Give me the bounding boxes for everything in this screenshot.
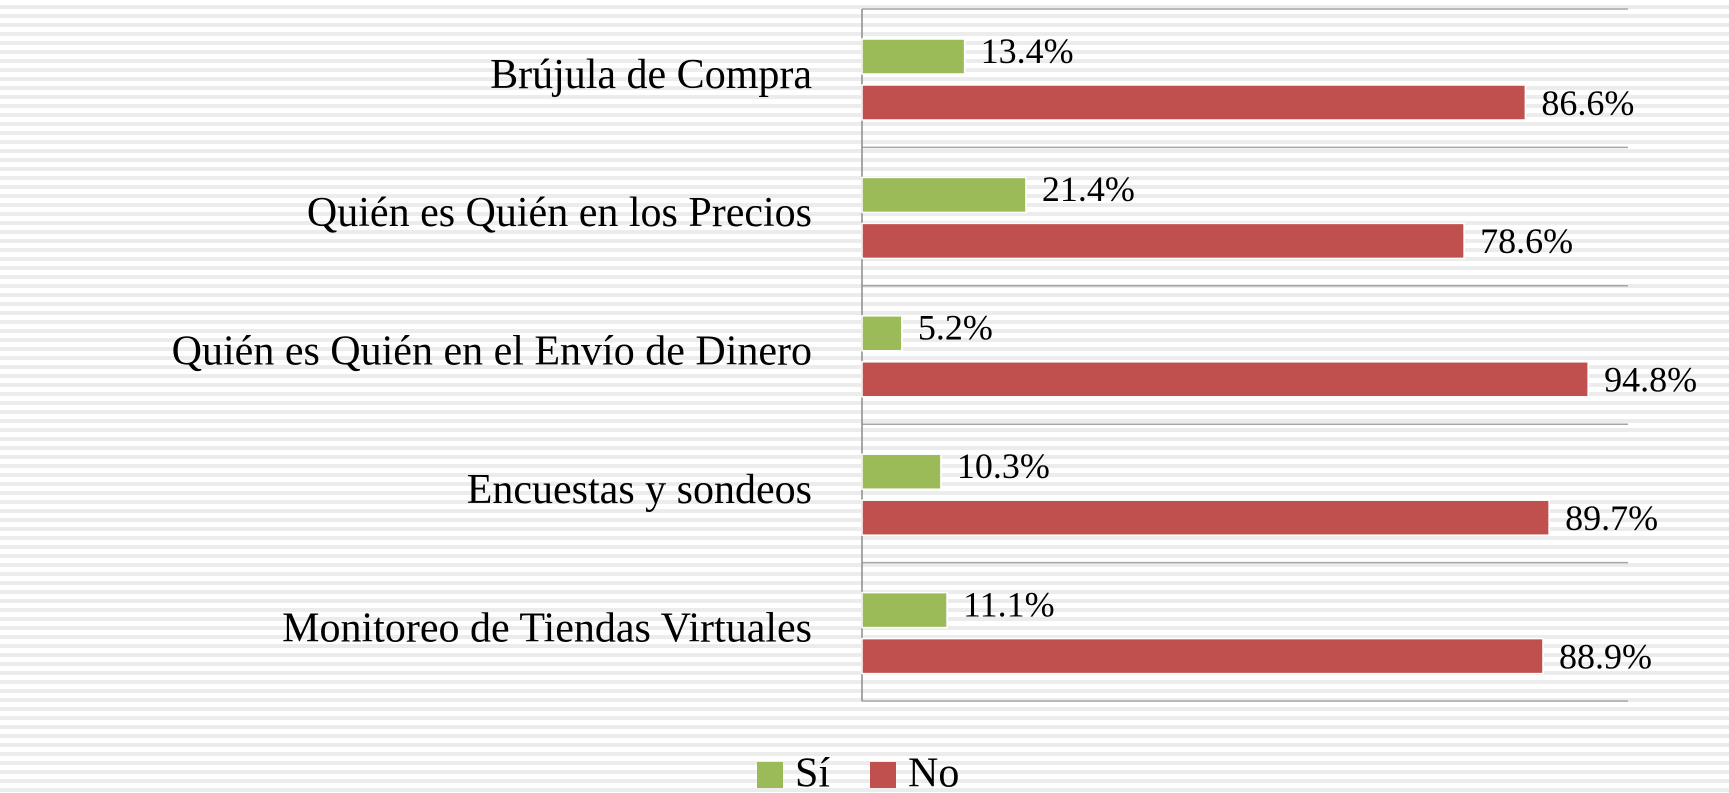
data-label: 86.6%: [1541, 83, 1634, 123]
bar: [861, 38, 966, 75]
data-label: 5.2%: [918, 308, 993, 348]
y-tick-label: Encuestas y sondeos: [467, 467, 812, 513]
bar: [861, 361, 1589, 398]
data-label: 78.6%: [1480, 221, 1573, 261]
data-label: 11.1%: [963, 584, 1055, 624]
y-tick-label: Quién es Quién en los Precios: [307, 190, 812, 236]
data-label: 89.7%: [1565, 498, 1658, 538]
bar: [861, 176, 1027, 214]
bar: [861, 315, 903, 352]
bar: [861, 84, 1527, 121]
bar: [861, 591, 948, 629]
data-label: 88.9%: [1559, 636, 1652, 676]
data-label: 21.4%: [1042, 169, 1135, 209]
y-tick-label: Brújula de Compra: [490, 52, 812, 98]
data-label: 94.8%: [1604, 360, 1697, 400]
data-label: 10.3%: [957, 446, 1050, 486]
bar: [861, 222, 1465, 260]
y-tick-label: Quién es Quién en el Envío de Dinero: [172, 329, 812, 375]
data-label: 13.4%: [981, 31, 1074, 71]
legend-swatch: [870, 762, 896, 788]
y-tick-label: Monitoreo de Tiendas Virtuales: [282, 605, 812, 651]
legend-label: Sí: [795, 751, 830, 793]
legend-label: No: [908, 751, 959, 793]
bar: [861, 453, 942, 490]
bar: [861, 499, 1550, 536]
bar: [861, 637, 1544, 675]
legend-swatch: [757, 762, 783, 788]
